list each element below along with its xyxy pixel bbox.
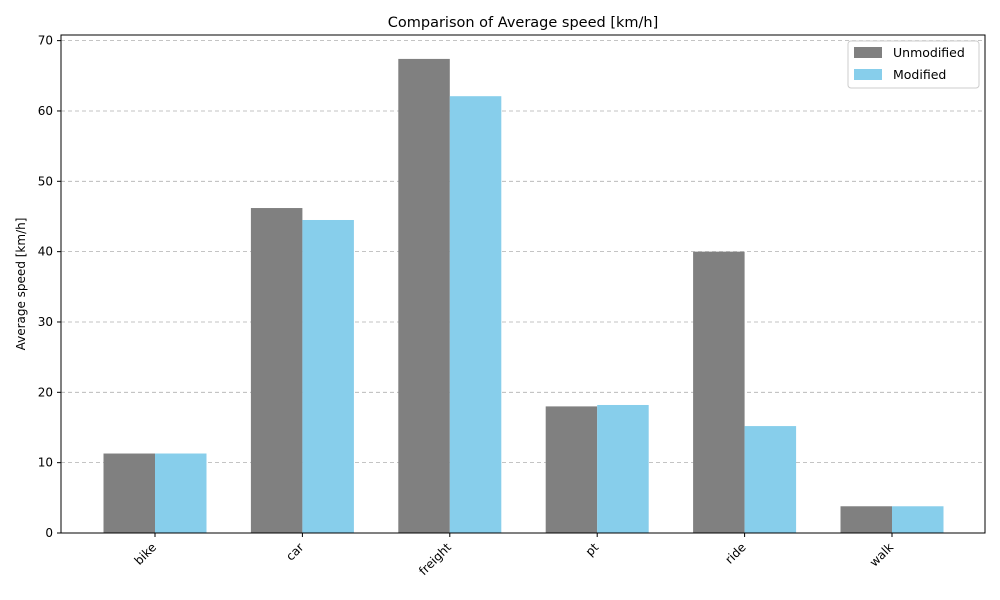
y-tick-label: 10 bbox=[38, 456, 53, 470]
grid-lines bbox=[61, 40, 985, 464]
x-tick-label: car bbox=[283, 540, 306, 563]
y-tick-label: 20 bbox=[38, 385, 53, 399]
x-tick-label: walk bbox=[867, 540, 896, 569]
y-tick-label: 30 bbox=[38, 315, 53, 329]
legend-swatch-unmodified bbox=[854, 47, 882, 58]
x-tick-label: bike bbox=[132, 540, 159, 567]
bar-unmodified-ride bbox=[693, 251, 745, 533]
legend-label-modified: Modified bbox=[893, 67, 946, 82]
x-axis-ticks: bike car freight pt ride walk bbox=[132, 533, 896, 578]
x-tick-label: ride bbox=[722, 540, 748, 566]
chart-title: Comparison of Average speed [km/h] bbox=[388, 15, 659, 31]
y-axis-label: Average speed [km/h] bbox=[14, 218, 28, 351]
y-axis-ticks: 0 10 20 30 40 50 60 70 bbox=[38, 34, 61, 540]
bar-unmodified-bike bbox=[103, 453, 155, 533]
bar-modified-pt bbox=[597, 404, 649, 533]
legend-label-unmodified: Unmodified bbox=[893, 45, 965, 60]
bar-modified-bike bbox=[155, 453, 207, 533]
bar-unmodified-pt bbox=[545, 406, 598, 533]
y-tick-label: 40 bbox=[38, 245, 53, 259]
bar-modified-ride bbox=[744, 426, 797, 533]
y-tick-label: 70 bbox=[38, 34, 53, 48]
bars bbox=[103, 58, 944, 534]
bar-modified-freight bbox=[449, 96, 502, 533]
y-tick-label: 50 bbox=[38, 174, 53, 188]
bar-unmodified-freight bbox=[398, 58, 450, 533]
plot-frame bbox=[60, 34, 986, 534]
y-tick-label: 0 bbox=[45, 526, 53, 540]
x-tick-label: freight bbox=[416, 540, 454, 578]
bar-modified-car bbox=[302, 219, 354, 534]
x-tick-label: pt bbox=[583, 540, 602, 559]
bar-unmodified-car bbox=[250, 208, 303, 533]
bar-unmodified-walk bbox=[840, 506, 892, 533]
legend-swatch-modified bbox=[854, 69, 882, 80]
y-tick-label: 60 bbox=[38, 104, 53, 118]
legend: Unmodified Modified bbox=[847, 40, 980, 89]
bar-modified-walk bbox=[892, 506, 944, 533]
